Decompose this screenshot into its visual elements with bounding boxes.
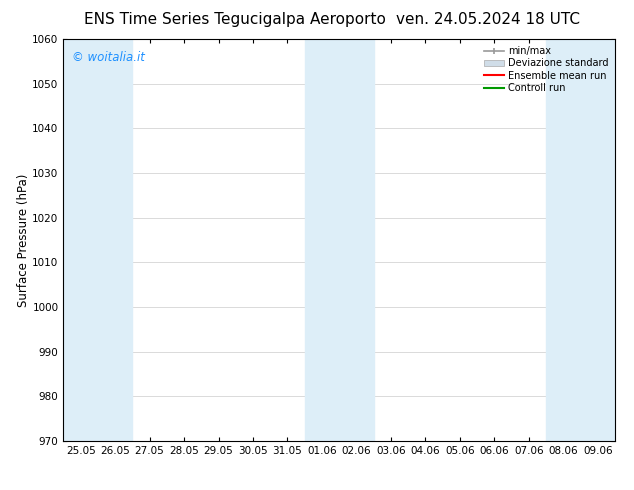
Bar [98,39,133,441]
Text: ENS Time Series Tegucigalpa Aeroporto: ENS Time Series Tegucigalpa Aeroporto [84,12,385,27]
Bar [339,39,373,441]
Bar [63,39,98,441]
Bar [546,39,581,441]
Legend: min/max, Deviazione standard, Ensemble mean run, Controll run: min/max, Deviazione standard, Ensemble m… [482,44,610,95]
Bar [305,39,339,441]
Text: ven. 24.05.2024 18 UTC: ven. 24.05.2024 18 UTC [396,12,580,27]
Text: © woitalia.it: © woitalia.it [72,51,145,64]
Bar [581,39,615,441]
Y-axis label: Surface Pressure (hPa): Surface Pressure (hPa) [16,173,30,307]
